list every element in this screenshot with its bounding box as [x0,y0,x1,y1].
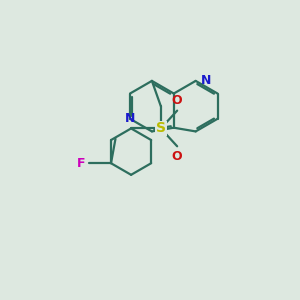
Text: O: O [172,150,182,163]
Text: F: F [77,157,86,170]
Text: N: N [201,74,211,87]
Text: O: O [172,94,182,107]
Text: N: N [125,112,136,125]
Text: S: S [156,122,166,136]
